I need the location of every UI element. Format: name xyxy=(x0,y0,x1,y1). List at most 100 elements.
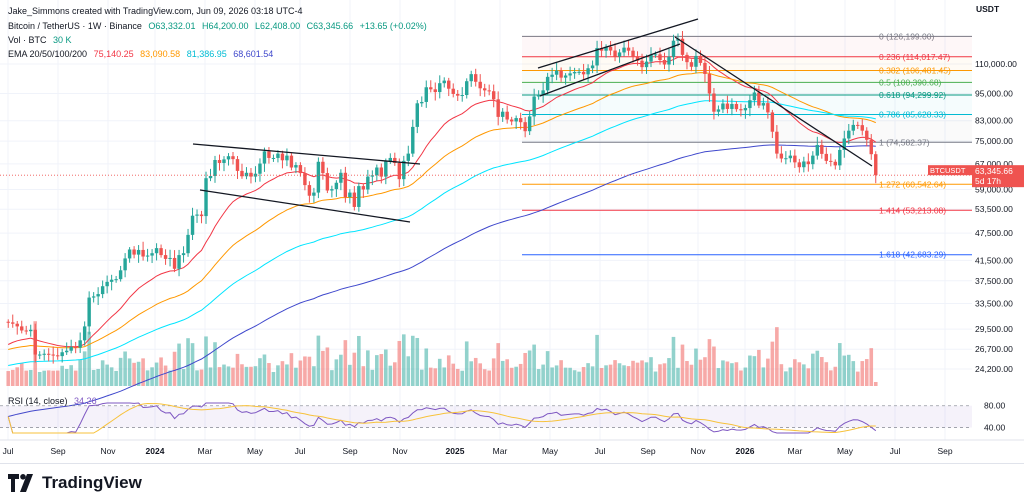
volume-bar-86 xyxy=(393,362,397,386)
candle-body-65 xyxy=(298,165,303,174)
volume-bar-73 xyxy=(334,359,339,386)
tradingview-logo[interactable]: TradingView xyxy=(8,473,142,493)
candle-body-23 xyxy=(109,279,114,282)
ema-legend[interactable]: EMA 20/50/100/200 75,140.25 83,090.58 81… xyxy=(8,49,277,60)
candle-body-66 xyxy=(303,173,307,186)
candle-body-117 xyxy=(532,96,536,117)
price-tick-4: 67,000.00 xyxy=(975,159,1013,169)
volume-bar-156 xyxy=(707,339,712,386)
candle-body-189 xyxy=(856,124,860,126)
volume-bar-174 xyxy=(788,367,793,386)
candle-body-113 xyxy=(514,118,518,122)
candle-body-71 xyxy=(325,173,330,191)
chart-canvas[interactable]: 0 (126,199.00) 0.236 (114,017.47) 0.382 (1… xyxy=(0,0,1024,463)
volume-bar-75 xyxy=(343,340,348,386)
candle-body-28 xyxy=(132,249,136,255)
price-axis[interactable]: USDT 110,000.00 95,000.00 83,000.00 75,000.0… xyxy=(972,0,1024,463)
volume-bar-16 xyxy=(78,359,82,386)
candle-body-173 xyxy=(784,158,788,160)
candle-body-129 xyxy=(586,68,590,75)
volume-bar-164 xyxy=(743,367,748,386)
candle-body-122 xyxy=(554,70,559,75)
candle-body-192 xyxy=(869,139,873,155)
created-by: Jake_Simmons created with TradingView.co… xyxy=(8,6,303,16)
ema50-line xyxy=(8,72,876,350)
volume-bar-126 xyxy=(572,370,577,386)
candle-body-125 xyxy=(568,73,572,76)
volume-bar-29 xyxy=(136,361,141,386)
candle-body-41 xyxy=(190,215,195,235)
volume-bar-24 xyxy=(114,370,118,386)
candle-body-104 xyxy=(474,74,478,82)
candle-body-24 xyxy=(114,279,118,281)
volume-bar-11 xyxy=(55,370,60,386)
volume-bar-175 xyxy=(793,359,797,386)
volume-bar-34 xyxy=(159,357,163,386)
candle-body-14 xyxy=(69,346,73,351)
rsi-label: RSI (14, close) xyxy=(8,396,68,406)
volume-bar-46 xyxy=(213,342,217,386)
candle-body-8 xyxy=(42,353,46,355)
candle-body-49 xyxy=(226,156,231,160)
candle-body-27 xyxy=(127,249,132,259)
volume-bar-63 xyxy=(289,353,294,386)
candle-body-34 xyxy=(159,248,163,256)
volume-bar-85 xyxy=(388,365,393,386)
candle-body-143 xyxy=(649,54,653,62)
candle-body-115 xyxy=(523,122,527,132)
candle-body-103 xyxy=(469,74,473,82)
candle-body-72 xyxy=(330,189,334,191)
volume-bar-192 xyxy=(869,348,874,386)
volume-bar-180 xyxy=(815,350,820,386)
volume-value: 30 K xyxy=(53,35,72,45)
candle-body-158 xyxy=(716,109,721,112)
rsi-legend[interactable]: RSI (14, close) 34.26 xyxy=(8,396,101,407)
candle-body-181 xyxy=(820,144,824,154)
volume-bar-44 xyxy=(204,336,208,386)
ohlc-high: H64,200.00 xyxy=(201,21,249,31)
rsi-tick-1: 40.00 xyxy=(984,423,1006,433)
volume-bar-19 xyxy=(91,369,96,386)
volume-bar-78 xyxy=(357,335,361,386)
rsi-tick-0: 80.00 xyxy=(984,401,1006,411)
volume-bar-162 xyxy=(734,362,739,386)
volume-bar-115 xyxy=(523,352,527,386)
volume-bar-69 xyxy=(316,335,321,386)
volume-bar-122 xyxy=(554,365,559,386)
time-tick-15: 2026 xyxy=(736,446,755,456)
candle-body-18 xyxy=(87,297,91,327)
volume-bar-15 xyxy=(73,370,78,386)
volume-bar-4 xyxy=(24,370,29,386)
volume-legend[interactable]: Vol · BTC 30 K xyxy=(8,35,76,46)
volume-bar-5 xyxy=(28,369,33,386)
volume-bar-92 xyxy=(419,369,424,386)
candle-body-101 xyxy=(460,95,464,97)
time-tick-4: Mar xyxy=(198,446,213,456)
candle-body-53 xyxy=(244,172,249,177)
symbol-title[interactable]: Bitcoin / TetherUS · 1W · Binance xyxy=(8,21,142,31)
volume-bar-88 xyxy=(401,334,406,386)
ema20-value: 75,140.25 xyxy=(93,49,134,59)
candle-body-98 xyxy=(447,80,451,89)
volume-bar-40 xyxy=(186,338,190,386)
price-tick-13: 24,200.00 xyxy=(975,364,1013,374)
candle-body-142 xyxy=(644,61,649,68)
volume-bar-145 xyxy=(658,364,662,386)
candle-body-140 xyxy=(635,56,640,61)
candle-body-109 xyxy=(496,99,500,117)
volume-bar-80 xyxy=(366,350,370,386)
fib-band-0 xyxy=(522,36,976,57)
ohlc-change: +13.65 (+0.02%) xyxy=(359,21,427,31)
volume-bar-48 xyxy=(222,364,226,386)
time-axis[interactable]: Jul Sep Nov 2024 Mar May Jul Sep Nov 2025 Mar May Ju… xyxy=(0,439,1024,456)
trendlines[interactable] xyxy=(192,18,873,223)
volume-bar-140 xyxy=(635,362,640,386)
candle-body-78 xyxy=(357,186,361,207)
candle-body-31 xyxy=(145,255,150,257)
candle-body-29 xyxy=(136,249,141,255)
volume-bar-68 xyxy=(312,366,316,386)
fib-retracement[interactable]: 0 (126,199.00) 0.236 (114,017.47) 0.382 (1… xyxy=(522,31,976,260)
volume-bars xyxy=(6,321,878,386)
candle-body-138 xyxy=(626,47,631,51)
candle-body-155 xyxy=(703,62,707,74)
